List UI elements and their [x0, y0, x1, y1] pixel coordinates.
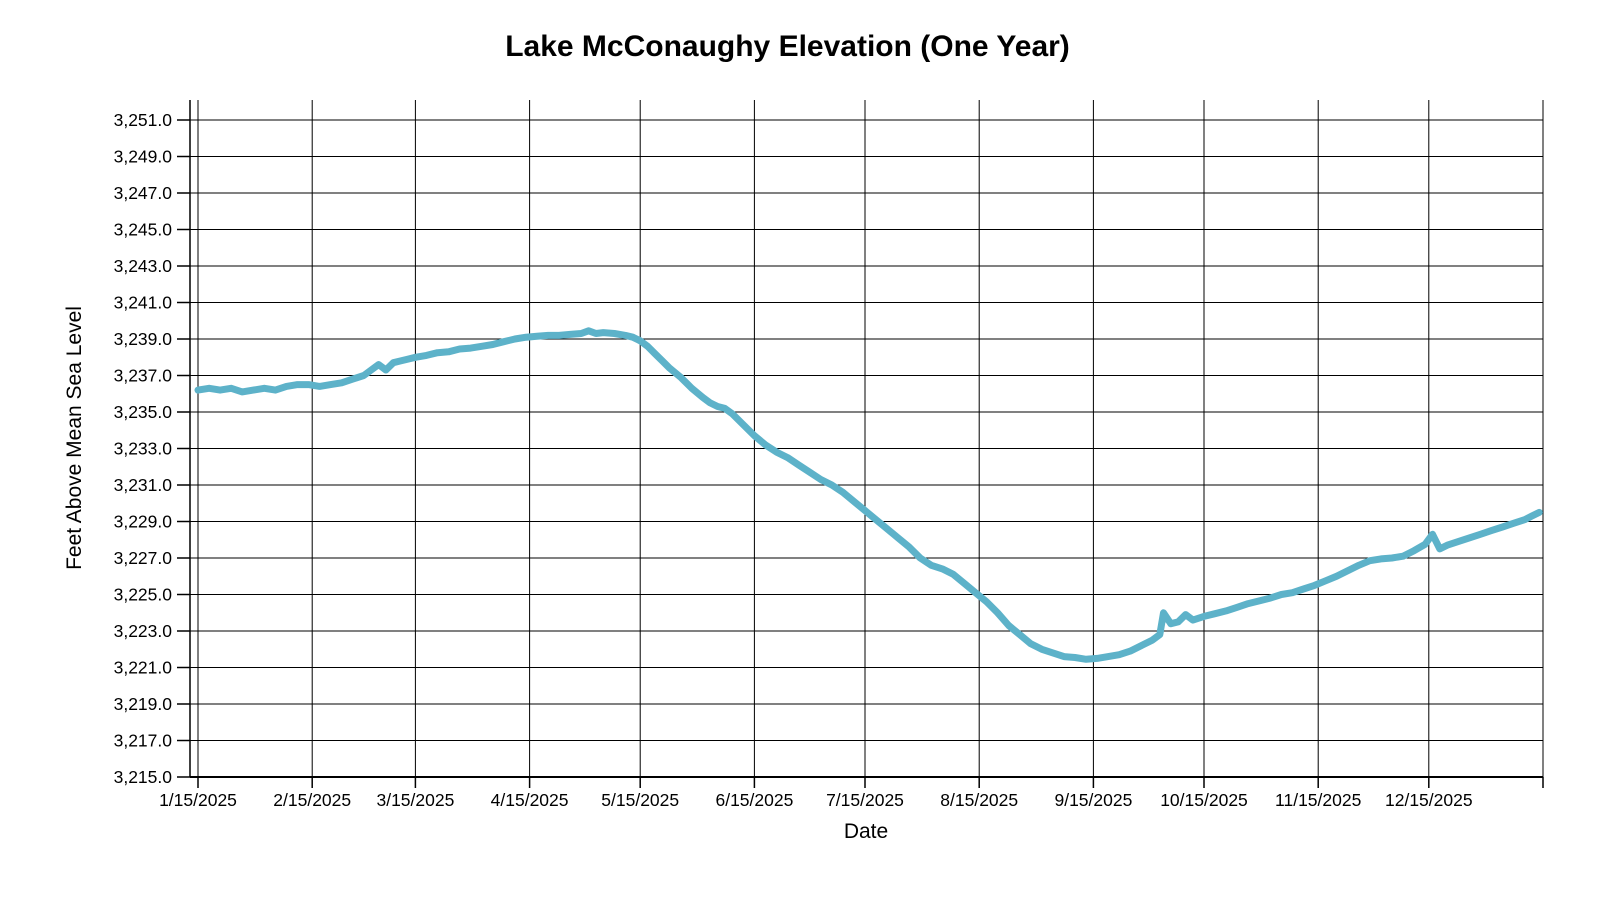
x-tick-label: 9/15/2025 — [1054, 790, 1132, 810]
y-axis-title: Feet Above Mean Sea Level — [63, 306, 86, 570]
x-tick-label: 6/15/2025 — [715, 790, 793, 810]
x-tick-label: 10/15/2025 — [1160, 790, 1248, 810]
x-tick-label: 3/15/2025 — [376, 790, 454, 810]
y-gridlines-and-ticks: 3,215.0 3,217.0 3,219.0 3,221.0 3,223.0 3,225… — [114, 110, 1543, 787]
y-tick-label: 3,233.0 — [114, 439, 173, 459]
y-tick-label: 3,239.0 — [114, 329, 173, 349]
y-tick-label: 3,215.0 — [114, 767, 173, 787]
x-tick-label: 4/15/2025 — [491, 790, 569, 810]
y-tick-label: 3,217.0 — [114, 731, 173, 751]
y-tick-label: 3,225.0 — [114, 585, 173, 605]
y-tick-label: 3,227.0 — [114, 548, 173, 568]
y-tick-label: 3,231.0 — [114, 475, 173, 495]
y-tick-label: 3,245.0 — [114, 220, 173, 240]
y-tick-label: 3,235.0 — [114, 402, 173, 422]
y-tick-label: 3,241.0 — [114, 293, 173, 313]
x-tick-label: 2/15/2025 — [273, 790, 351, 810]
x-axis-title: Date — [843, 820, 889, 843]
x-tick-label: 7/15/2025 — [826, 790, 904, 810]
chart-title: Lake McConaughy Elevation (One Year) — [505, 30, 1070, 63]
x-gridlines-and-ticks: 1/15/2025 2/15/2025 3/15/2025 4/15/2025 5/15… — [159, 100, 1544, 810]
y-tick-label: 3,219.0 — [114, 694, 173, 714]
elevation-line — [194, 327, 1543, 663]
y-tick-label: 3,249.0 — [114, 147, 173, 167]
y-tick-label: 3,243.0 — [114, 256, 173, 276]
x-tick-label: 12/15/2025 — [1385, 790, 1473, 810]
y-tick-label: 3,223.0 — [114, 621, 173, 641]
y-tick-label: 3,251.0 — [114, 110, 173, 130]
x-tick-label: 1/15/2025 — [159, 790, 237, 810]
y-tick-label: 3,229.0 — [114, 512, 173, 532]
x-tick-label: 11/15/2025 — [1275, 790, 1361, 810]
y-tick-label: 3,237.0 — [114, 366, 173, 386]
y-tick-label: 3,221.0 — [114, 658, 173, 678]
y-tick-label: 3,247.0 — [114, 183, 173, 203]
x-tick-label: 5/15/2025 — [601, 790, 679, 810]
x-tick-label: 8/15/2025 — [940, 790, 1018, 810]
